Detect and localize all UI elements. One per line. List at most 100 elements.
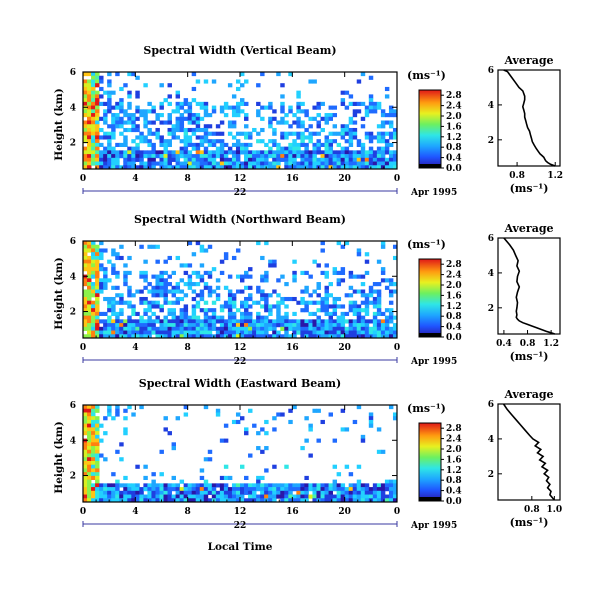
heatmap-cell	[99, 135, 104, 140]
heatmap-cell	[103, 248, 108, 253]
heatmap-cell	[83, 431, 88, 436]
heatmap-cell	[95, 453, 100, 458]
x-tick-label: 0	[394, 507, 400, 517]
heatmap-cell	[203, 479, 209, 484]
heatmap-cell	[87, 483, 92, 488]
heatmap-cell	[256, 446, 261, 451]
heatmap-cell	[336, 296, 342, 302]
heatmap-cell	[284, 326, 289, 331]
heatmap-cell	[83, 419, 88, 425]
heatmap-cell	[119, 142, 124, 148]
heatmap-cell	[123, 263, 128, 268]
heatmap-cell	[332, 161, 338, 166]
heatmap-cell	[364, 330, 370, 335]
heatmap-cell	[256, 494, 261, 499]
heatmap-cell	[223, 304, 229, 309]
heatmap-cell	[135, 334, 140, 339]
heatmap-cell	[304, 498, 309, 503]
heatmap-cell	[83, 334, 88, 339]
heatmap-cell	[284, 113, 289, 118]
x-tick-label: 4	[132, 507, 138, 517]
heatmap-cell	[356, 479, 362, 484]
heatmap-cell	[211, 139, 217, 144]
heatmap-cell	[83, 157, 88, 162]
heatmap-cell	[392, 113, 398, 118]
x-tick-label: 20	[338, 174, 351, 184]
heatmap-cell	[292, 154, 297, 159]
heatmap-cell	[171, 293, 176, 298]
heatmap-cell	[304, 308, 309, 313]
heatmap-cell	[368, 330, 374, 335]
heatmap-cell	[372, 105, 378, 110]
heatmap-cell	[328, 113, 333, 118]
heatmap-cell	[227, 105, 233, 110]
heatmap-cell	[364, 165, 370, 170]
heatmap-cell	[207, 165, 213, 170]
heatmap-cell	[308, 131, 313, 136]
heatmap-cell	[288, 150, 293, 155]
heatmap-cell	[163, 282, 168, 287]
heatmap-cell	[324, 494, 329, 499]
heatmap-cell	[264, 150, 269, 155]
heatmap-cell	[99, 494, 104, 499]
heatmap-cell	[316, 139, 321, 144]
heatmap-cell	[260, 150, 265, 155]
heatmap-cell	[83, 487, 88, 492]
heatmap-cell	[119, 308, 124, 313]
heatmap-cell	[240, 142, 245, 148]
heatmap-cell	[356, 142, 362, 148]
heatmap-cell	[95, 296, 100, 302]
heatmap-cell	[127, 300, 132, 305]
heatmap-cell	[392, 416, 398, 421]
heatmap-cell	[99, 86, 104, 92]
heatmap-cell	[284, 120, 289, 125]
heatmap-cell	[211, 323, 217, 328]
heatmap-cell	[308, 487, 313, 492]
heatmap-cell	[328, 315, 333, 320]
heatmap-cell	[147, 498, 152, 503]
heatmap-cell	[296, 142, 301, 148]
average-profile-line	[503, 237, 555, 335]
heatmap-cell	[187, 109, 193, 114]
heatmap-cell	[107, 142, 112, 148]
heatmap-cell	[308, 79, 313, 84]
heatmap-cell	[211, 79, 217, 84]
heatmap-cell	[268, 490, 273, 495]
heatmap-cell	[171, 300, 176, 305]
heatmap-cell	[256, 113, 261, 118]
heatmap-cell	[336, 330, 342, 335]
heatmap-cell	[111, 334, 116, 339]
heatmap-cell	[87, 135, 92, 140]
heatmap-cell	[276, 323, 281, 328]
heatmap-cell	[99, 165, 104, 170]
heatmap-cell	[368, 131, 374, 136]
heatmap-cell	[131, 139, 136, 144]
heatmap-cell	[91, 412, 96, 417]
colorbar-tick-label: 2.4	[446, 102, 462, 112]
heatmap-cell	[240, 300, 245, 305]
average-x-label: (ms⁻¹)	[510, 516, 549, 529]
heatmap-cell	[372, 483, 378, 488]
heatmap-cell	[95, 442, 100, 447]
heatmap-cell	[280, 116, 285, 121]
heatmap-cell	[95, 468, 100, 473]
heatmap-cell	[332, 139, 338, 144]
heatmap-cell	[280, 490, 285, 495]
heatmap-cell	[183, 139, 189, 144]
heatmap-cell	[183, 282, 189, 287]
heatmap-cell	[191, 490, 197, 495]
heatmap-cell	[240, 498, 245, 503]
heatmap-cell	[107, 161, 112, 166]
heatmap-cell	[372, 154, 378, 159]
heatmap-cell	[139, 300, 144, 305]
heatmap-cell	[276, 487, 281, 492]
heatmap-cell	[147, 300, 152, 305]
heatmap-cell	[127, 165, 132, 170]
x-tick-label: 4	[132, 343, 138, 353]
heatmap-cell	[332, 113, 338, 118]
heatmap-cell	[292, 274, 297, 279]
heatmap-cell	[332, 326, 338, 331]
heatmap-cell	[268, 487, 273, 492]
heatmap-cell	[376, 334, 382, 339]
heatmap-cell	[119, 124, 124, 129]
